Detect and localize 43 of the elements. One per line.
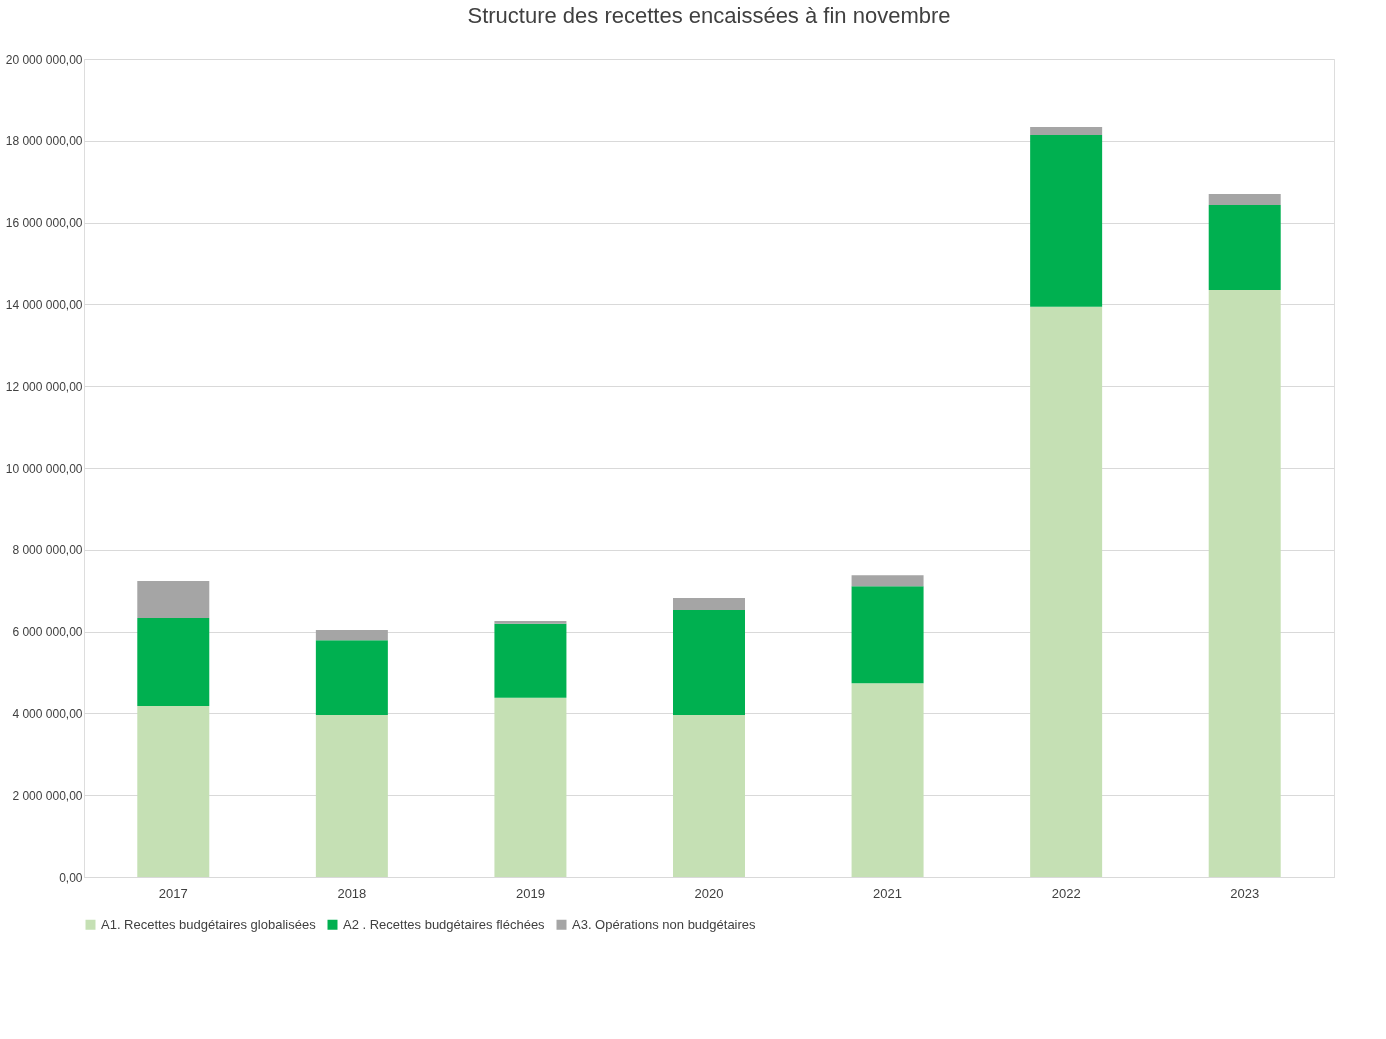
y-tick-label: 10 000 000,00 [5,461,83,476]
bar [315,640,388,716]
bar [315,715,388,877]
bar [851,575,924,587]
bar [137,580,210,619]
x-tick-label: 2023 [1230,885,1260,901]
x-tick-label: 2019 [515,885,545,901]
x-tick-label: 2018 [337,885,367,901]
bar [673,609,745,716]
y-tick-label: 8 000 000,00 [12,543,83,558]
bar [1030,135,1103,307]
bar [494,623,567,698]
y-tick-label: 14 000 000,00 [5,297,83,312]
y-tick-label: 16 000 000,00 [5,216,83,231]
bar [673,715,745,877]
y-tick-label: 12 000 000,00 [5,379,83,394]
bar [1208,205,1281,291]
bar [673,598,745,610]
y-tick-label: 6 000 000,00 [12,625,83,640]
bar [851,683,924,877]
x-tick-label: 2020 [694,885,724,901]
bar [315,629,388,641]
bar [494,620,567,624]
bar [1208,193,1281,206]
y-tick-label: 18 000 000,00 [5,134,83,149]
x-tick-label: 2021 [873,885,903,901]
y-tick-label: 4 000 000,00 [12,706,83,721]
bar [1208,290,1281,877]
bar [1030,306,1103,877]
chart-title: Structure des recettes encaissées à fin novembre [467,3,951,28]
bar [137,618,210,707]
x-tick-label: 2022 [1051,885,1081,901]
legend-label: A2 . Recettes budgétaires fléchées [343,916,546,932]
bar [1030,126,1103,136]
y-tick-label: 20 000 000,00 [5,52,83,67]
y-tick-label: 2 000 000,00 [12,788,83,803]
legend-label: A1. Recettes budgétaires globalisées [101,916,317,932]
x-tick-label: 2017 [158,885,188,901]
bar [137,706,210,877]
legend-label: A3. Opérations non budgétaires [572,916,757,932]
bar [494,697,567,877]
bar [851,586,924,684]
y-tick-label: 0,00 [59,870,83,885]
